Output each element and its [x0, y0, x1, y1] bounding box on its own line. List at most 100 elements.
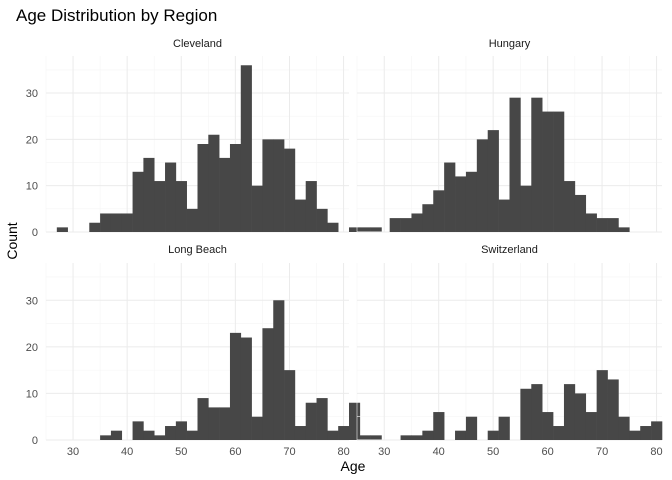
- histogram-bar: [284, 148, 296, 232]
- y-tick-label: 20: [26, 342, 38, 354]
- histogram-bar: [433, 412, 445, 440]
- histogram-bar: [520, 388, 532, 440]
- x-axis-title: Age: [341, 458, 366, 474]
- y-tick-label: 30: [26, 295, 38, 307]
- x-tick-label: 40: [121, 446, 133, 458]
- x-tick-label: 60: [229, 446, 241, 458]
- histogram-bar: [476, 139, 489, 232]
- histogram-bar: [251, 416, 263, 440]
- histogram-bar: [553, 426, 565, 440]
- x-tick-label: 50: [175, 446, 187, 458]
- x-tick-label: 70: [283, 446, 295, 458]
- histogram-bar: [542, 111, 554, 232]
- histogram-bar: [100, 213, 112, 232]
- facet-long-beach: Long Beach 0 10 20 30 30 40 50 60 70 80: [26, 244, 382, 458]
- y-tick-label: 0: [32, 435, 38, 447]
- histogram-bar: [165, 162, 177, 232]
- histogram-bar: [389, 218, 401, 232]
- histogram-bar: [219, 157, 231, 232]
- histogram-bar: [531, 97, 543, 233]
- histogram-bar: [487, 430, 499, 440]
- histogram-bar: [607, 379, 619, 440]
- facet-label-switzerland: Switzerland: [481, 244, 538, 256]
- facet-label-long-beach: Long Beach: [168, 244, 227, 256]
- histogram-bar: [132, 421, 144, 440]
- histogram-bar: [208, 134, 220, 232]
- histogram-bar: [520, 185, 532, 232]
- facet-label-cleveland: Cleveland: [173, 38, 222, 50]
- histogram-bar: [349, 227, 361, 232]
- histogram-bar: [629, 430, 641, 440]
- facet-panels: Cleveland 0 10 20 30 Hungary Long Beach 0 10 20 30…: [26, 38, 663, 458]
- histogram-bar: [229, 332, 242, 440]
- histogram-bar: [359, 435, 371, 440]
- histogram-bar: [618, 416, 630, 440]
- histogram-bar: [607, 218, 619, 232]
- histogram-bar: [229, 144, 242, 232]
- histogram-bar: [400, 218, 412, 232]
- histogram-bar: [100, 435, 112, 440]
- histogram-bar: [197, 398, 209, 440]
- histogram-bar: [498, 416, 510, 440]
- histogram-bar: [338, 426, 350, 440]
- histogram-bar: [618, 227, 630, 232]
- histogram-bar: [154, 181, 166, 232]
- facet-label-hungary: Hungary: [489, 38, 531, 50]
- histogram-bar: [359, 227, 371, 232]
- histogram-bar: [370, 227, 382, 232]
- histogram-bar: [444, 162, 456, 232]
- histogram-bar: [186, 430, 198, 440]
- histogram-bar: [294, 199, 307, 232]
- histogram-bar: [422, 430, 434, 440]
- histogram-bar: [219, 407, 231, 440]
- histogram-bar: [89, 222, 101, 232]
- histogram-bar: [143, 430, 155, 440]
- histogram-bar: [370, 435, 382, 440]
- y-axis-title: Count: [4, 222, 20, 259]
- histogram-bar: [585, 213, 597, 232]
- y-tick-label: 0: [32, 227, 38, 239]
- histogram-bar: [465, 171, 478, 232]
- histogram-bar: [487, 130, 499, 232]
- histogram-bar: [175, 181, 187, 232]
- histogram-bar: [509, 97, 521, 233]
- histogram-bar: [498, 199, 510, 232]
- histogram-bar: [316, 398, 328, 440]
- histogram-bar: [132, 171, 144, 232]
- histogram-bar: [542, 412, 554, 440]
- x-tick-label: 60: [542, 446, 554, 458]
- histogram-bar: [305, 402, 317, 440]
- histogram-bar: [531, 384, 543, 440]
- histogram-bar: [121, 213, 133, 232]
- histogram-bar: [574, 393, 587, 440]
- x-tick-label: 40: [433, 446, 445, 458]
- x-tick-label: 70: [596, 446, 608, 458]
- histogram-bar: [240, 65, 252, 233]
- histogram-bar: [596, 218, 608, 232]
- histogram-bar: [411, 435, 423, 440]
- histogram-bar: [411, 213, 423, 232]
- histogram-bar: [640, 426, 652, 440]
- histogram-bar: [465, 416, 478, 440]
- histogram-bar: [143, 157, 155, 232]
- histogram-bar: [305, 181, 317, 232]
- histogram-bar: [596, 370, 608, 440]
- histogram-bar: [56, 227, 68, 232]
- histogram-bar: [240, 337, 252, 440]
- histogram-bar: [563, 384, 576, 440]
- histogram-bar: [284, 370, 296, 440]
- chart-title: Age Distribution by Region: [16, 6, 217, 25]
- histogram-bar: [327, 430, 339, 440]
- y-tick-label: 10: [26, 181, 38, 193]
- histogram-bar: [262, 139, 274, 232]
- histogram-bar: [110, 430, 123, 440]
- histogram-bar: [110, 213, 123, 232]
- histogram-bar: [208, 407, 220, 440]
- histogram-bar: [433, 190, 445, 232]
- y-tick-label: 30: [26, 88, 38, 100]
- histogram-bar: [455, 176, 467, 232]
- histogram-bar: [165, 426, 177, 440]
- histogram-bar: [262, 328, 274, 440]
- facet-hungary: Hungary: [356, 38, 662, 233]
